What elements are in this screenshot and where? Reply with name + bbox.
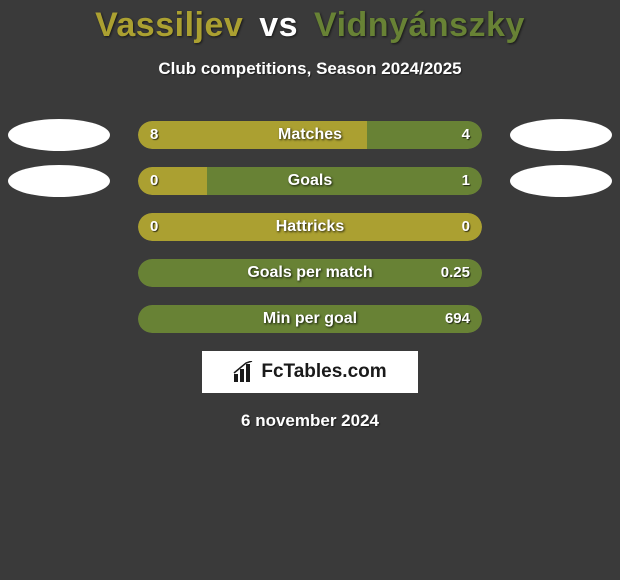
stat-bar-track	[138, 167, 482, 195]
title-vs: vs	[259, 6, 298, 44]
stat-value-player2: 694	[445, 305, 470, 333]
avatar-player1	[8, 165, 110, 197]
stat-row: 84Matches	[0, 121, 620, 149]
title-player2: Vidnyánszky	[314, 6, 525, 44]
avatar-player2	[510, 165, 612, 197]
stats-rows: 84Matches01Goals00Hattricks0.25Goals per…	[0, 121, 620, 333]
stat-bar-track	[138, 259, 482, 287]
date-label: 6 november 2024	[0, 411, 620, 431]
stat-row: 01Goals	[0, 167, 620, 195]
avatar-player2	[510, 119, 612, 151]
stat-row: 694Min per goal	[0, 305, 620, 333]
stat-bar-fill-player2	[138, 259, 482, 287]
stat-bar-fill-player1	[138, 121, 367, 149]
brand-bars-icon	[233, 361, 255, 383]
stat-bar-fill-player1	[138, 167, 207, 195]
stat-bar-fill-player2	[207, 167, 482, 195]
stat-row: 0.25Goals per match	[0, 259, 620, 287]
stat-value-player2: 4	[462, 121, 470, 149]
stat-value-player2: 1	[462, 167, 470, 195]
avatar-player1	[8, 119, 110, 151]
stat-value-player2: 0	[462, 213, 470, 241]
stat-value-player1: 8	[150, 121, 158, 149]
title-player1: Vassiljev	[95, 6, 243, 44]
brand-badge: FcTables.com	[202, 351, 418, 393]
brand-text: FcTables.com	[261, 361, 386, 383]
stat-bar-track	[138, 305, 482, 333]
stat-row: 00Hattricks	[0, 213, 620, 241]
subtitle: Club competitions, Season 2024/2025	[0, 59, 620, 79]
stat-value-player1: 0	[150, 213, 158, 241]
stat-bar-fill-player1	[138, 213, 482, 241]
comparison-infographic: Vassiljev vs Vidnyánszky Club competitio…	[0, 0, 620, 580]
stat-value-player2: 0.25	[441, 259, 470, 287]
stat-value-player1: 0	[150, 167, 158, 195]
page-title: Vassiljev vs Vidnyánszky	[0, 0, 620, 45]
stat-bar-fill-player2	[138, 305, 482, 333]
stat-bar-track	[138, 213, 482, 241]
stat-bar-track	[138, 121, 482, 149]
